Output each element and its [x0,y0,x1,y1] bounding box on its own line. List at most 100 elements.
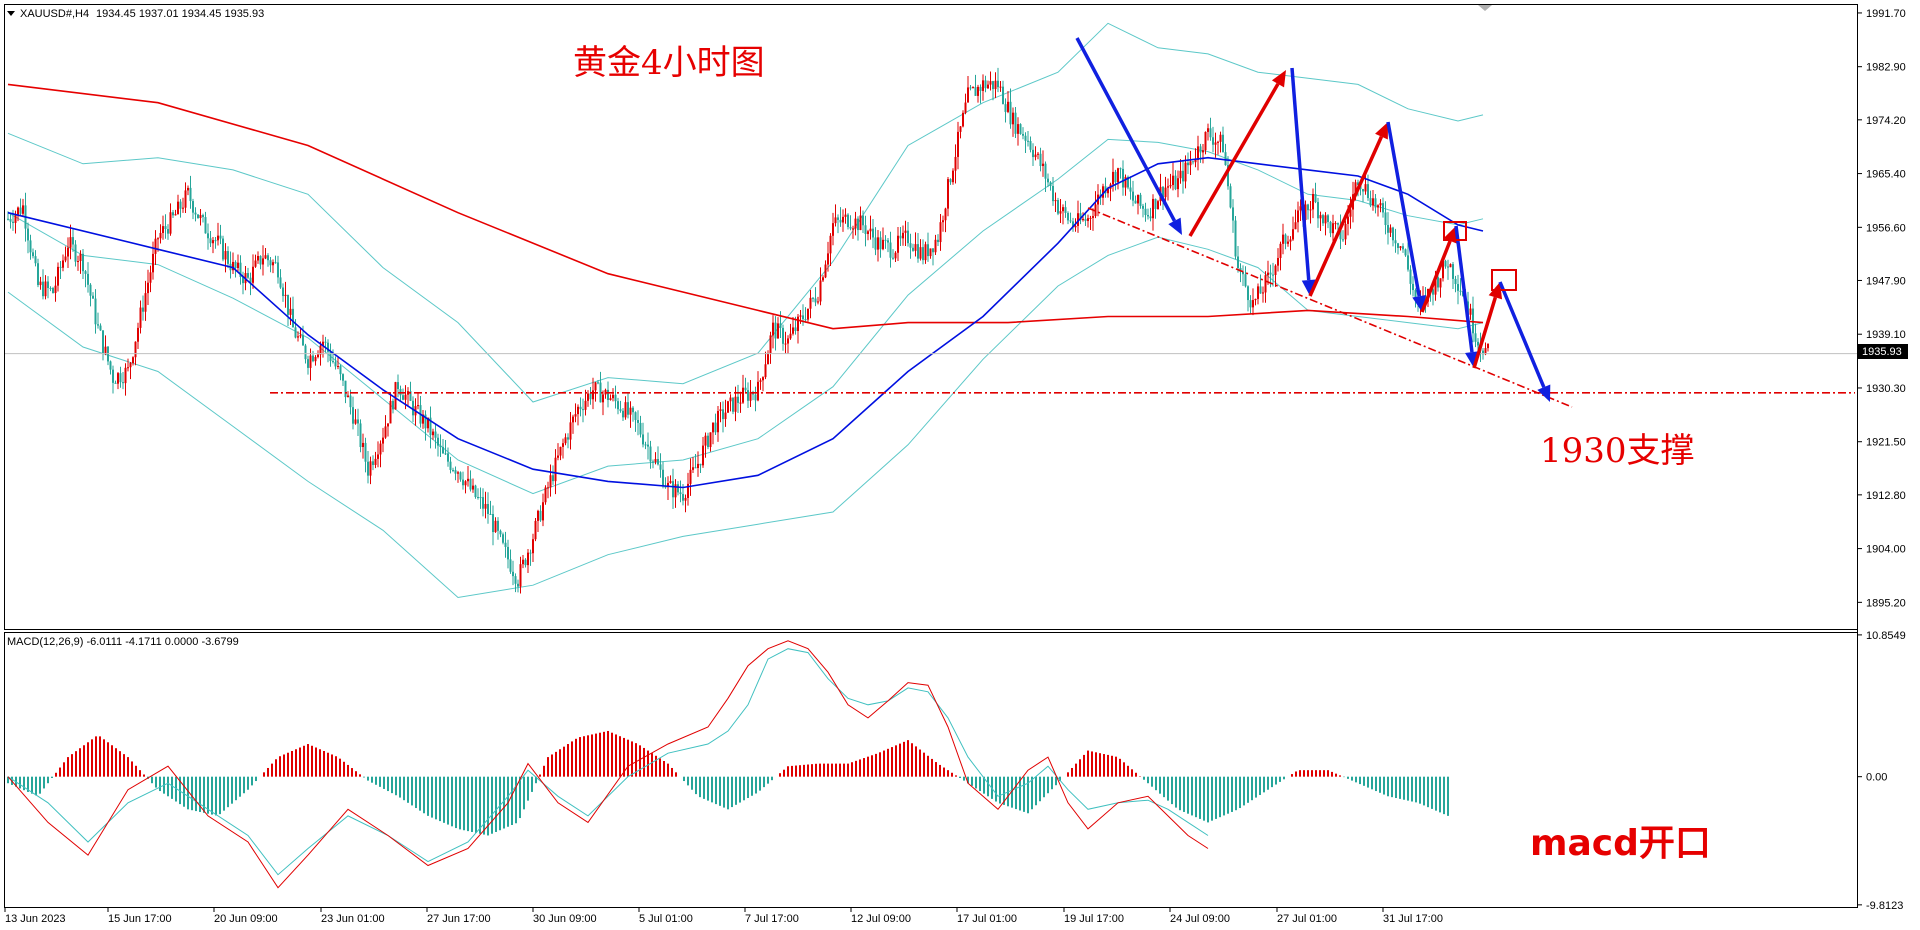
candle-body [524,559,527,566]
candle-body [737,396,739,403]
candle-body [1252,300,1254,308]
candle-body [64,256,67,261]
target-box-2 [1491,269,1517,291]
candle-body [1282,234,1284,244]
candle-body [314,357,317,362]
candle-body [142,307,144,312]
candle-body [234,261,237,269]
candle-body [552,475,554,482]
candle-body [1442,260,1444,279]
candle-body [817,301,819,303]
candle-body [762,377,764,381]
candle-body [982,80,984,91]
candle-body [324,341,327,343]
candle-body [1084,218,1087,221]
candle-body [572,416,574,423]
candle-body [452,469,454,471]
candle-body [1457,284,1459,291]
candle-body [1279,243,1282,258]
candle-body [1454,278,1457,285]
arrow-up-4 [1472,282,1503,369]
candle-body [174,214,177,216]
ohlc-readout: 1934.45 1937.01 1934.45 1935.93 [96,8,264,20]
candle-body [709,432,712,448]
candle-body [1399,246,1402,248]
candle-body [219,235,222,239]
candle-body [339,365,342,375]
candle-body [97,324,99,326]
candle-body [404,394,407,400]
price-tick-label: 1939.10 [1866,329,1906,341]
candle-body [169,212,172,234]
candle-body [7,218,9,220]
candle-body [19,207,22,214]
candle-body [1164,187,1167,198]
candle-body [1132,191,1134,201]
candle-body [227,251,229,264]
candle-body [579,406,582,410]
candle-body [1369,198,1372,206]
candle-body [1254,298,1257,301]
candle-body [1272,274,1274,276]
candle-body [1037,153,1039,155]
candle-body [1017,124,1019,134]
candle-body [867,231,869,234]
candle-body [712,422,714,433]
candle-body [1277,257,1279,266]
chart-annotation-title: 黄金4小时图 [573,43,765,83]
candle-body [287,294,289,315]
candle-body [939,222,942,243]
candle-body [812,297,814,299]
candle-body [844,214,847,217]
candle-body [549,475,552,488]
chart-shift-marker[interactable] [1478,5,1492,11]
candle-body [824,264,827,278]
candle-body [1337,223,1339,225]
candle-body [62,260,64,268]
candle-body [1197,146,1199,160]
candle-body [609,398,612,401]
arrow-down-1-shaft [1075,37,1177,222]
candle-body [117,373,119,384]
collapse-arrow-icon[interactable] [7,11,15,16]
candle-body [1314,194,1317,203]
arrow-down-2-shaft [1290,67,1311,281]
candle-body [297,336,299,338]
candle-body [372,461,374,465]
candle-body [79,253,82,261]
candle-body [267,255,269,261]
candle-body [354,419,357,424]
candle-body [72,237,74,245]
candle-body [694,467,697,469]
candle-body [894,252,897,259]
candle-body [1234,220,1237,257]
candle-body [814,298,817,303]
candle-body [779,323,782,328]
candle-body [49,288,52,290]
candle-body [147,282,149,294]
candle-body [1482,350,1484,355]
candle-body [872,228,874,238]
candle-body [257,255,259,261]
candle-body [729,397,732,402]
arrow-up-2 [1308,122,1388,297]
candle-body [177,201,179,215]
candle-body [39,281,42,286]
target-box-1 [1443,221,1467,241]
candle-body [184,190,187,208]
candle-body [407,391,409,395]
candle-body [542,502,544,521]
candle-body [192,201,194,213]
candle-body [1154,198,1157,209]
candle-body [1367,184,1369,199]
candle-body [1004,104,1007,112]
candle-body [1477,341,1479,346]
candle-body [309,355,312,368]
candle-body [242,276,244,284]
candle-body [127,367,129,369]
candle-body [989,81,992,85]
candle-body [152,253,154,273]
candle-body [669,481,672,483]
candle-body [557,455,559,458]
